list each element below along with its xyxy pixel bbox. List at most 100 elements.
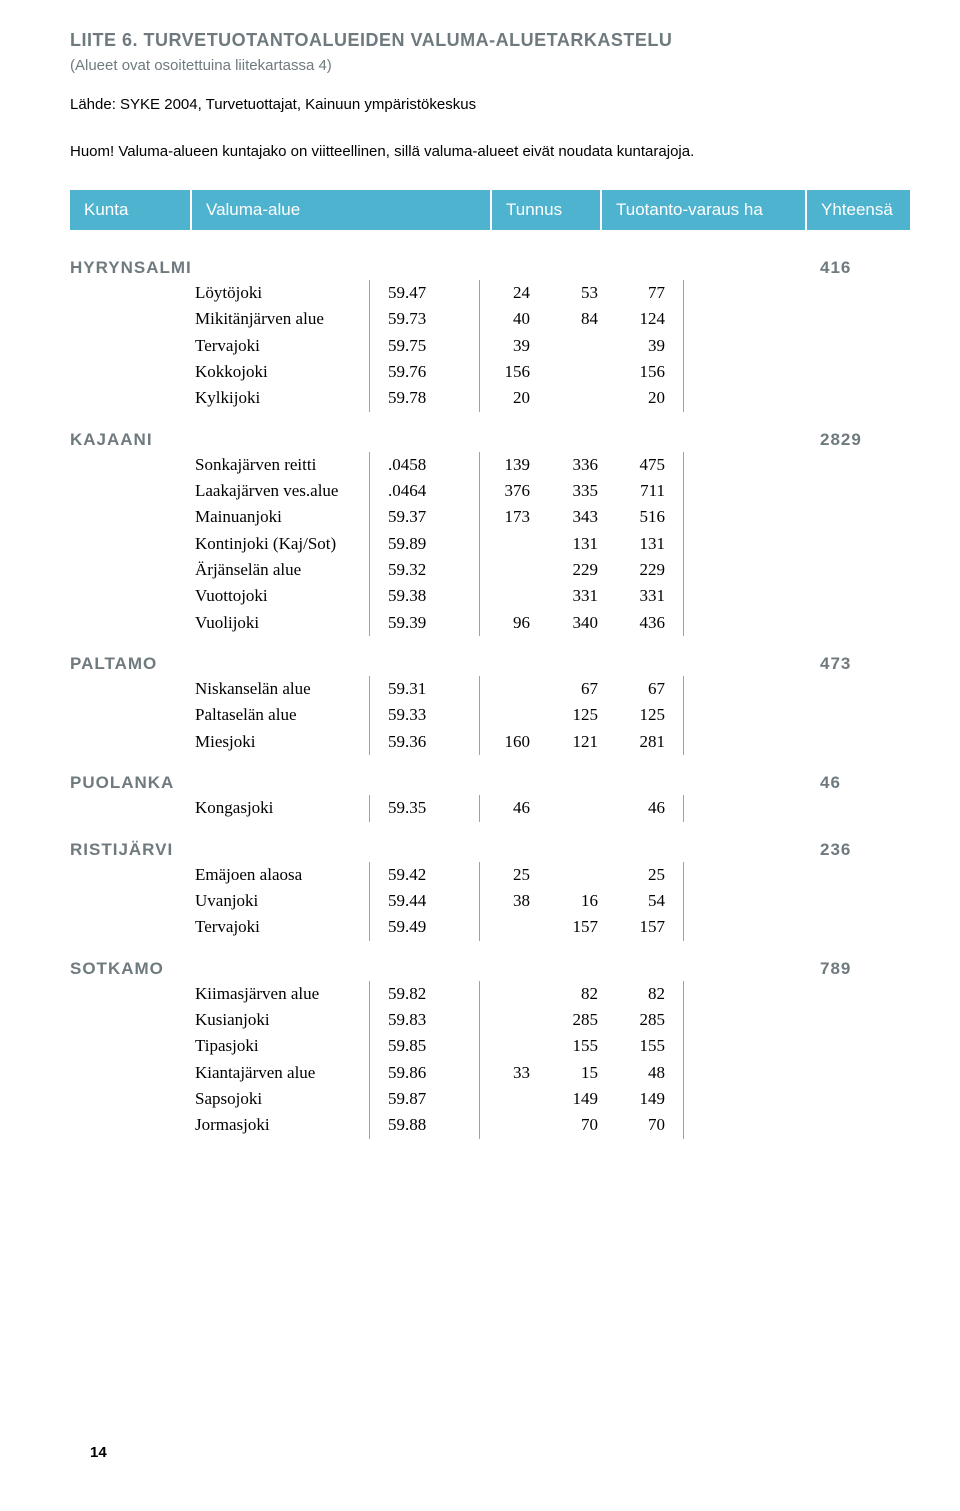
- page-subtitle: (Alueet ovat osoitettuina liitekartassa …: [70, 57, 910, 74]
- table-row: Kiimasjärven alue59.828282: [70, 981, 910, 1007]
- cell-tunnus: 59.75: [370, 333, 480, 359]
- cell-b: 121: [548, 729, 616, 755]
- cell-b: 84: [548, 306, 616, 332]
- cell-tunnus: 59.44: [370, 888, 480, 914]
- cell-b: 125: [548, 702, 616, 728]
- cell-a: 40: [480, 306, 548, 332]
- table-row: Niskanselän alue59.316767: [70, 676, 910, 702]
- section: KAJAANI2829Sonkajärven reitti.0458139336…: [70, 430, 910, 636]
- cell-tunnus: 59.35: [370, 795, 480, 821]
- section: HYRYNSALMI416Löytöjoki59.47245377Mikitän…: [70, 258, 910, 412]
- cell-a: [480, 1007, 548, 1033]
- section: SOTKAMO789Kiimasjärven alue59.828282Kusi…: [70, 959, 910, 1139]
- table-row: Kusianjoki59.83285285: [70, 1007, 910, 1033]
- cell-valuma: Kiimasjärven alue: [70, 981, 370, 1007]
- cell-b: 155: [548, 1033, 616, 1059]
- cell-a: [480, 1033, 548, 1059]
- cell-b: 343: [548, 504, 616, 530]
- cell-tunnus: 59.82: [370, 981, 480, 1007]
- cell-c: 516: [616, 504, 684, 530]
- cell-a: [480, 1112, 548, 1138]
- cell-tunnus: 59.32: [370, 557, 480, 583]
- section-header: SOTKAMO789: [70, 959, 910, 979]
- cell-tunnus: 59.76: [370, 359, 480, 385]
- cell-c: 39: [616, 333, 684, 359]
- cell-valuma: Sapsojoki: [70, 1086, 370, 1112]
- cell-tunnus: .0464: [370, 478, 480, 504]
- cell-a: [480, 702, 548, 728]
- source-line: Lähde: SYKE 2004, Turvetuottajat, Kainuu…: [70, 96, 910, 113]
- section-name: PUOLANKA: [70, 773, 810, 793]
- cell-c: 82: [616, 981, 684, 1007]
- cell-valuma: Mikitänjärven alue: [70, 306, 370, 332]
- cell-tunnus: 59.42: [370, 862, 480, 888]
- cell-c: 436: [616, 610, 684, 636]
- table-row: Mikitänjärven alue59.734084124: [70, 306, 910, 332]
- cell-valuma: Ärjänselän alue: [70, 557, 370, 583]
- cell-b: 67: [548, 676, 616, 702]
- cell-b: 340: [548, 610, 616, 636]
- header-tuotanto: Tuotanto-varaus ha: [600, 190, 805, 230]
- cell-valuma: Laakajärven ves.alue: [70, 478, 370, 504]
- cell-b: 285: [548, 1007, 616, 1033]
- section-name: PALTAMO: [70, 654, 810, 674]
- cell-b: 335: [548, 478, 616, 504]
- cell-a: [480, 583, 548, 609]
- cell-valuma: Jormasjoki: [70, 1112, 370, 1138]
- cell-b: 131: [548, 531, 616, 557]
- cell-b: 53: [548, 280, 616, 306]
- cell-b: 149: [548, 1086, 616, 1112]
- section: RISTIJÄRVI236Emäjoen alaosa59.422525Uvan…: [70, 840, 910, 941]
- cell-valuma: Kokkojoki: [70, 359, 370, 385]
- cell-valuma: Paltaselän alue: [70, 702, 370, 728]
- cell-tunnus: 59.89: [370, 531, 480, 557]
- table-row: Mainuanjoki59.37173343516: [70, 504, 910, 530]
- cell-tunnus: .0458: [370, 452, 480, 478]
- cell-a: 139: [480, 452, 548, 478]
- section-header: PALTAMO473: [70, 654, 910, 674]
- table-row: Kongasjoki59.354646: [70, 795, 910, 821]
- cell-c: 54: [616, 888, 684, 914]
- table-row: Paltaselän alue59.33125125: [70, 702, 910, 728]
- table-row: Tervajoki59.753939: [70, 333, 910, 359]
- cell-tunnus: 59.86: [370, 1060, 480, 1086]
- cell-a: 20: [480, 385, 548, 411]
- cell-c: 281: [616, 729, 684, 755]
- cell-tunnus: 59.31: [370, 676, 480, 702]
- table-row: Sapsojoki59.87 149149: [70, 1086, 910, 1112]
- cell-a: 25: [480, 862, 548, 888]
- table-row: Jormasjoki59.887070: [70, 1112, 910, 1138]
- cell-valuma: Kiantajärven alue: [70, 1060, 370, 1086]
- section-header: KAJAANI2829: [70, 430, 910, 450]
- section-header: RISTIJÄRVI236: [70, 840, 910, 860]
- cell-c: 285: [616, 1007, 684, 1033]
- cell-a: 156: [480, 359, 548, 385]
- cell-tunnus: 59.87: [370, 1086, 480, 1112]
- cell-tunnus: 59.37: [370, 504, 480, 530]
- cell-a: 24: [480, 280, 548, 306]
- cell-a: [480, 557, 548, 583]
- cell-valuma: Miesjoki: [70, 729, 370, 755]
- cell-c: 229: [616, 557, 684, 583]
- table-row: Ärjänselän alue59.32 229229: [70, 557, 910, 583]
- cell-a: [480, 531, 548, 557]
- cell-a: [480, 914, 548, 940]
- cell-b: 157: [548, 914, 616, 940]
- section-total: 2829: [810, 430, 910, 450]
- cell-b: 229: [548, 557, 616, 583]
- table-row: Kiantajärven alue59.86331548: [70, 1060, 910, 1086]
- table-row: Löytöjoki59.47245377: [70, 280, 910, 306]
- table-row: Tipasjoki59.85155155: [70, 1033, 910, 1059]
- table-row: Emäjoen alaosa59.422525: [70, 862, 910, 888]
- cell-a: 39: [480, 333, 548, 359]
- cell-a: 173: [480, 504, 548, 530]
- cell-valuma: Vuolijoki: [70, 610, 370, 636]
- section: PALTAMO473Niskanselän alue59.316767Palta…: [70, 654, 910, 755]
- cell-a: 33: [480, 1060, 548, 1086]
- cell-tunnus: 59.47: [370, 280, 480, 306]
- cell-c: 124: [616, 306, 684, 332]
- cell-valuma: Kylkijoki: [70, 385, 370, 411]
- cell-c: 131: [616, 531, 684, 557]
- cell-c: 149: [616, 1086, 684, 1112]
- section-total: 416: [810, 258, 910, 278]
